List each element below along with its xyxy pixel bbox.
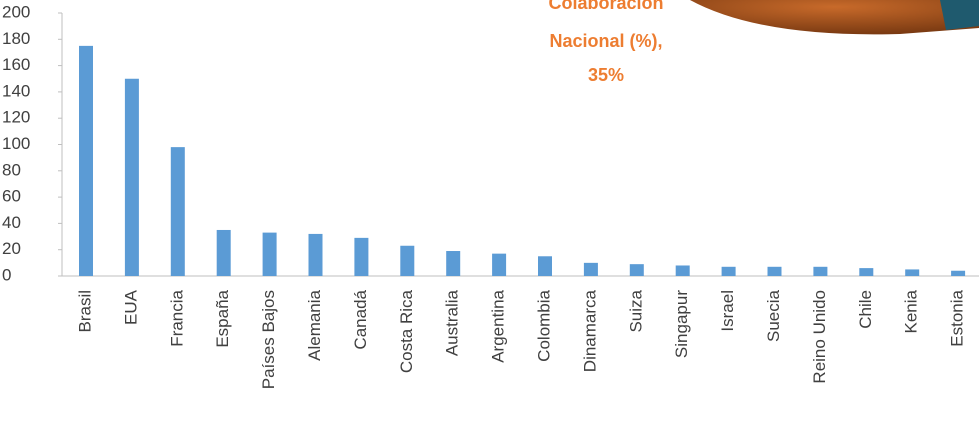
x-tick-label: EUA — [121, 289, 140, 325]
x-tick-label: Australia — [443, 289, 462, 356]
bar — [79, 45, 93, 276]
bar — [951, 270, 966, 276]
x-tick-label: Kenia — [902, 289, 921, 333]
y-tick-label: 160 — [2, 55, 30, 74]
bar — [492, 253, 507, 276]
bar — [583, 262, 598, 276]
x-tick-label: Reino Unido — [810, 290, 829, 384]
x-tick-label: Estonia — [948, 289, 967, 346]
y-tick-label: 100 — [2, 134, 30, 153]
bar — [446, 251, 461, 276]
annotation: Colaboración — [548, 0, 663, 13]
y-tick-label: 20 — [2, 239, 21, 258]
x-tick-label: Brasil — [75, 290, 94, 333]
x-tick-label: Suiza — [626, 289, 645, 332]
y-tick-label: 40 — [2, 213, 21, 232]
x-tick-label: Chile — [856, 290, 875, 329]
bar — [308, 233, 323, 276]
bar — [905, 269, 920, 276]
y-tick-label: 80 — [2, 160, 21, 179]
bar — [538, 256, 552, 276]
x-tick-label: Argentina — [489, 289, 508, 362]
x-tick-label: España — [213, 289, 232, 347]
y-tick-label: 180 — [2, 29, 30, 48]
pie-fragment — [690, 0, 979, 35]
bar — [675, 265, 690, 276]
annotation: 35% — [588, 65, 624, 85]
bar — [216, 229, 231, 276]
x-tick-label: Canadá — [351, 289, 370, 349]
bar — [354, 237, 369, 276]
bar — [124, 78, 139, 276]
bar — [813, 266, 828, 276]
x-tick-label: Dinamarca — [580, 289, 599, 372]
bar — [170, 147, 185, 276]
y-tick-label: 120 — [2, 108, 30, 127]
bar — [767, 266, 782, 276]
bar — [859, 268, 874, 276]
x-tick-label: Países Bajos — [259, 290, 278, 389]
x-tick-label: Francia — [167, 289, 186, 346]
bar — [262, 232, 277, 276]
x-tick-label: Alemania — [305, 289, 324, 360]
x-tick-label: Suecia — [764, 289, 783, 342]
y-tick-label: 60 — [2, 187, 21, 206]
x-tick-label: Singapur — [672, 290, 691, 358]
x-tick-label: Costa Rica — [397, 289, 416, 373]
bar — [721, 266, 736, 276]
annotation: Nacional (%), — [549, 31, 662, 51]
x-tick-label: Colombia — [534, 289, 553, 361]
y-tick-label: 200 — [2, 2, 30, 21]
bar — [400, 245, 415, 276]
y-tick-label: 140 — [2, 81, 30, 100]
y-tick-label: 0 — [2, 265, 11, 284]
pie-fragment — [940, 0, 979, 30]
x-tick-label: Israel — [718, 290, 737, 332]
bar — [629, 264, 644, 276]
